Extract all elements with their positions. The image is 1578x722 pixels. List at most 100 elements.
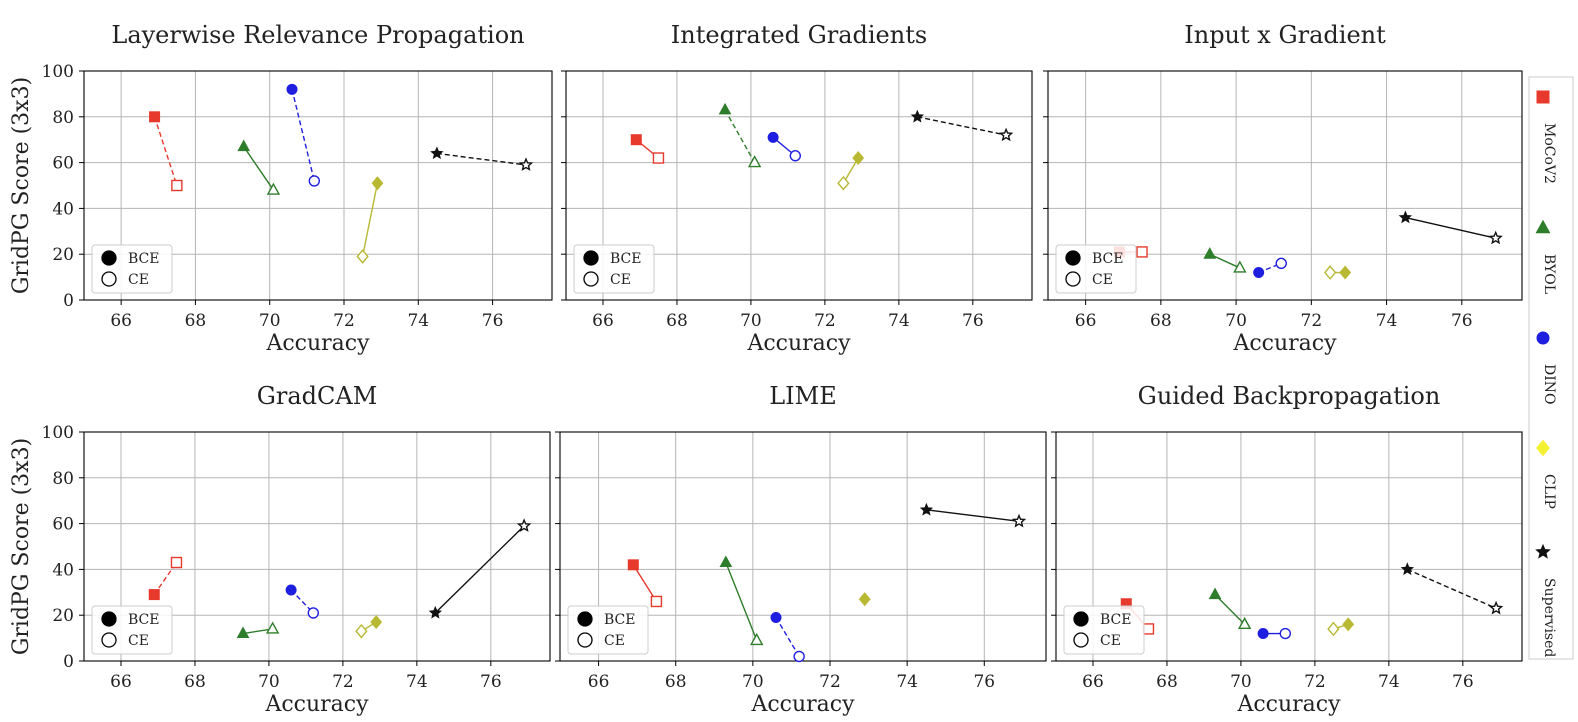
- series-line-supervised: [436, 152, 527, 166]
- x-tick-label: 76: [480, 672, 502, 692]
- point-ce-clip: [1323, 265, 1337, 280]
- legend-label-ce: CE: [1092, 272, 1113, 288]
- point-bce-supervised: [428, 605, 443, 619]
- y-tick-label: 80: [52, 469, 74, 489]
- point-ce-mocov2: [1136, 246, 1148, 258]
- point-ce-byol: [266, 182, 281, 195]
- y-tick-label: 60: [52, 154, 74, 174]
- y-tick-label: 20: [52, 245, 74, 265]
- legend-marker-bce: [577, 611, 593, 627]
- side-legend-box: [1528, 76, 1574, 660]
- y-tick-label: 40: [52, 199, 74, 219]
- side-legend-marker-mocov2: [1536, 90, 1550, 104]
- x-tick-label: 74: [896, 672, 918, 692]
- point-bce-dino: [1257, 628, 1269, 640]
- x-axis-label: Accuracy: [1232, 331, 1337, 356]
- y-tick-label: 100: [42, 423, 74, 443]
- point-bce-byol: [718, 102, 732, 115]
- point-ce-dino: [1279, 627, 1292, 640]
- chart-panel-1: 66 68 70 72 74 76 0 20 40 60 80 100 Layerwise Releva…: [9, 21, 553, 356]
- inner-legend: BCE CE: [573, 244, 655, 294]
- side-legend-marker-supervised: [1535, 543, 1551, 559]
- x-tick-label: 76: [962, 311, 984, 331]
- chart-title: Guided Backpropagation: [1138, 382, 1441, 410]
- point-bce-clip: [858, 592, 871, 607]
- x-axis-label: Accuracy: [746, 331, 851, 356]
- chart-title: LIME: [769, 382, 837, 410]
- x-tick-label: 66: [588, 672, 610, 692]
- point-bce-byol: [1208, 587, 1222, 600]
- x-tick-label: 76: [1452, 672, 1474, 692]
- point-bce-clip: [852, 150, 865, 166]
- chart-panel-2: 66 68 70 72 74 76 Integrated Gradients Accuracy…: [561, 21, 1033, 356]
- chart-title: GradCAM: [257, 382, 378, 410]
- point-bce-dino: [770, 611, 782, 623]
- x-tick-label: 68: [1150, 311, 1172, 331]
- legend-marker-bce: [1065, 250, 1081, 266]
- inner-legend: BCE CE: [567, 605, 649, 655]
- y-tick-label: 80: [52, 108, 74, 128]
- series-line-mocov2: [153, 116, 178, 186]
- series-line-dino: [291, 89, 315, 182]
- plot-frame: [559, 431, 1047, 662]
- side-legend-label-mocov2: MoCoV2: [1541, 123, 1557, 184]
- point-bce-byol: [236, 626, 250, 639]
- x-axis-label: Accuracy: [1236, 692, 1341, 717]
- x-tick-label: 66: [592, 311, 614, 331]
- y-tick-label: 0: [63, 291, 74, 311]
- chart-panel-4: 66 68 70 72 74 76 0 20 40 60 80 100 GradCAM Accuracy G…: [9, 382, 551, 717]
- series-line-byol: [243, 146, 275, 191]
- point-ce-mocov2: [171, 179, 183, 192]
- x-tick-label: 68: [185, 311, 207, 331]
- point-bce-clip: [371, 176, 384, 191]
- inner-legend: BCE CE: [1063, 605, 1145, 655]
- point-ce-byol: [750, 632, 764, 646]
- point-ce-clip: [356, 249, 369, 264]
- point-ce-dino: [1275, 257, 1287, 270]
- x-tick-label: 74: [406, 672, 428, 692]
- chart-panel-6: 66 68 70 72 74 76 Guided Backpropagation Accura…: [1051, 382, 1523, 717]
- series-line-byol: [724, 109, 756, 163]
- point-ce-clip: [837, 175, 850, 191]
- point-bce-mocov2: [630, 134, 642, 146]
- series-line-byol: [1214, 594, 1246, 625]
- point-bce-supervised: [919, 502, 934, 516]
- plot-frame: [83, 431, 551, 662]
- legend-label-bce: BCE: [128, 251, 159, 267]
- point-ce-supervised: [518, 157, 534, 171]
- x-tick-label: 68: [666, 311, 688, 331]
- legend-label-ce: CE: [1100, 633, 1121, 649]
- series-line-supervised: [434, 525, 525, 614]
- point-bce-byol: [237, 139, 251, 152]
- inner-legend: BCE CE: [91, 605, 173, 655]
- x-tick-label: 72: [819, 672, 841, 692]
- point-bce-clip: [370, 615, 383, 630]
- side-legend: MoCoV2 BYOL DINO CLIP Supervised: [1528, 76, 1574, 660]
- y-tick-label: 0: [63, 652, 74, 672]
- x-tick-label: 66: [110, 311, 132, 331]
- x-tick-label: 72: [332, 672, 354, 692]
- x-tick-label: 70: [740, 311, 762, 331]
- series-line-supervised: [1405, 216, 1496, 239]
- legend-label-ce: CE: [128, 272, 149, 288]
- legend-marker-ce: [101, 632, 117, 648]
- side-legend-marker-dino: [1536, 331, 1550, 345]
- chart-title: Layerwise Relevance Propagation: [111, 21, 524, 49]
- legend-label-bce: BCE: [610, 251, 641, 267]
- side-legend-label-supervised: Supervised: [1541, 578, 1557, 657]
- series-line-byol: [242, 628, 273, 635]
- x-tick-label: 68: [184, 672, 206, 692]
- inner-legend: BCE CE: [1055, 244, 1137, 294]
- x-tick-label: 74: [1376, 311, 1398, 331]
- point-ce-mocov2: [170, 556, 183, 569]
- legend-marker-bce: [1073, 611, 1089, 627]
- point-bce-supervised: [430, 146, 444, 160]
- x-tick-label: 72: [814, 311, 836, 331]
- plot-frame: [83, 70, 553, 301]
- point-ce-clip: [355, 623, 368, 639]
- point-bce-mocov2: [148, 589, 160, 601]
- y-tick-label: 20: [52, 606, 74, 626]
- x-tick-label: 76: [1451, 311, 1473, 331]
- x-axis-label: Accuracy: [264, 692, 369, 717]
- x-tick-label: 66: [1075, 311, 1097, 331]
